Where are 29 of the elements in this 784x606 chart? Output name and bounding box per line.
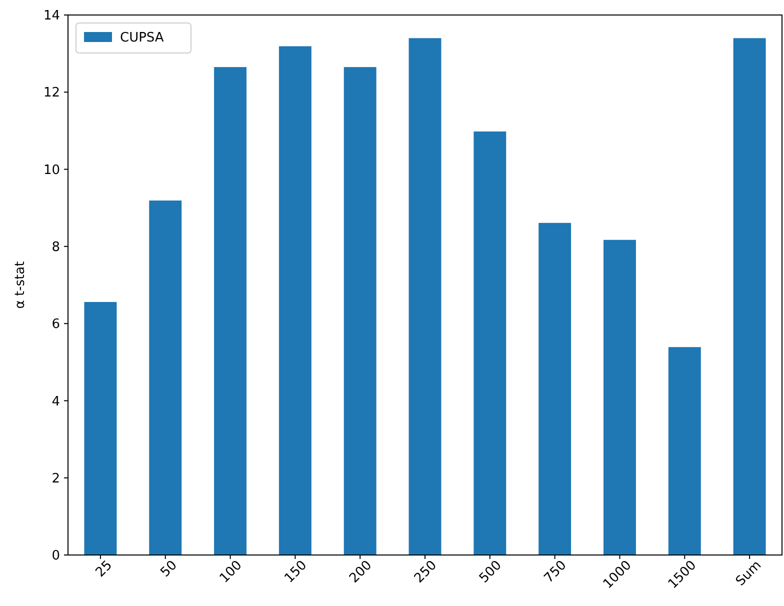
y-tick-label: 6: [52, 317, 60, 332]
y-tick-label: 12: [43, 86, 60, 101]
bar: [604, 240, 636, 555]
y-tick-label: 14: [43, 8, 60, 24]
x-tick-label: 150: [282, 558, 310, 586]
x-tick-label: 250: [412, 558, 440, 586]
x-tick-label: 25: [93, 558, 116, 580]
bar: [214, 67, 246, 555]
y-tick-label: 4: [52, 394, 60, 410]
bar: [84, 302, 117, 555]
x-tick-label: 100: [217, 558, 246, 586]
bar: [408, 38, 442, 555]
x-tick-label: 50: [158, 558, 180, 580]
bar: [278, 46, 312, 555]
bar: [668, 347, 701, 555]
bar: [733, 38, 766, 555]
y-tick-label: 0: [52, 548, 60, 564]
bar: [149, 200, 182, 555]
y-tick-label: 10: [43, 162, 60, 178]
y-tick-label: 2: [52, 471, 60, 486]
x-tick-label: 750: [542, 558, 570, 586]
bar: [344, 67, 376, 555]
bar: [538, 222, 572, 555]
y-axis-title: α t-stat: [13, 261, 28, 309]
x-tick-label: 200: [346, 558, 376, 586]
bar: [474, 131, 506, 555]
y-tick-label: 8: [52, 240, 60, 255]
legend-label: CUPSA: [120, 30, 164, 46]
x-tick-label: 500: [476, 558, 505, 586]
